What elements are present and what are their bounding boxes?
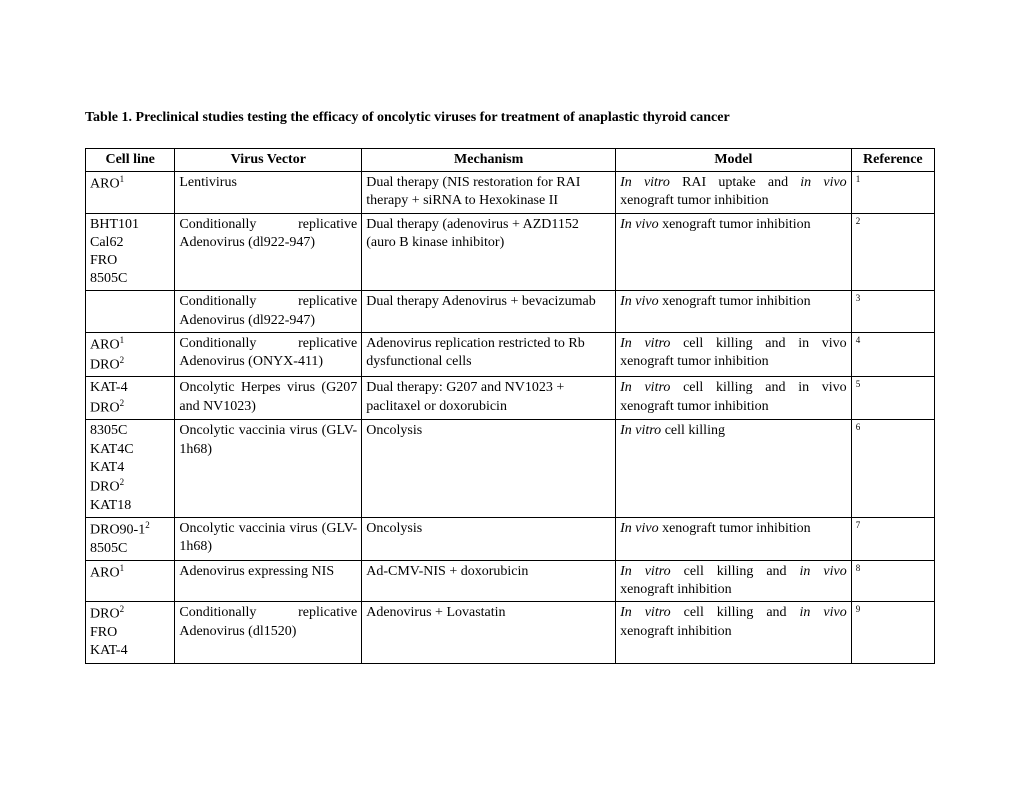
virus-vector: Conditionally replicative Adenovirus (dl… <box>175 291 362 332</box>
header-reference: Reference <box>851 149 934 172</box>
model: In vitro cell killing and in vivo xenogr… <box>616 332 852 377</box>
cell-line: ARO1DRO2 <box>86 332 175 377</box>
virus-vector: Oncolytic Herpes virus (G207 and NV1023) <box>175 377 362 420</box>
reference: 7 <box>851 518 934 561</box>
model: In vitro cell killing and in vivo xenogr… <box>616 602 852 663</box>
header-mechanism: Mechanism <box>362 149 616 172</box>
table-row: ARO1Adenovirus expressing NISAd-CMV-NIS … <box>86 561 935 602</box>
reference: 5 <box>851 377 934 420</box>
table-row: BHT101Cal62FRO8505CConditionally replica… <box>86 213 935 291</box>
table-row: KAT-4DRO2Oncolytic Herpes virus (G207 an… <box>86 377 935 420</box>
mechanism: Ad-CMV-NIS + doxorubicin <box>362 561 616 602</box>
mechanism: Dual therapy (adenovirus + AZD1152 (auro… <box>362 213 616 291</box>
cell-line: ARO1 <box>86 172 175 213</box>
cell-line: 8305CKAT4CKAT4DRO2KAT18 <box>86 420 175 518</box>
model: In vivo xenograft tumor inhibition <box>616 213 852 291</box>
mechanism: Adenovirus replication restricted to Rb … <box>362 332 616 377</box>
reference: 6 <box>851 420 934 518</box>
cell-line: BHT101Cal62FRO8505C <box>86 213 175 291</box>
reference: 8 <box>851 561 934 602</box>
model: In vitro RAI uptake and in vivo xenograf… <box>616 172 852 213</box>
table-header-row: Cell line Virus Vector Mechanism Model R… <box>86 149 935 172</box>
model: In vitro cell killing <box>616 420 852 518</box>
cell-line: KAT-4DRO2 <box>86 377 175 420</box>
mechanism: Dual therapy: G207 and NV1023 + paclitax… <box>362 377 616 420</box>
virus-vector: Conditionally replicative Adenovirus (ON… <box>175 332 362 377</box>
reference: 1 <box>851 172 934 213</box>
cell-line: DRO2FROKAT-4 <box>86 602 175 663</box>
table-row: ARO1LentivirusDual therapy (NIS restorat… <box>86 172 935 213</box>
mechanism: Adenovirus + Lovastatin <box>362 602 616 663</box>
virus-vector: Adenovirus expressing NIS <box>175 561 362 602</box>
header-cell-line: Cell line <box>86 149 175 172</box>
cell-line: ARO1 <box>86 561 175 602</box>
table-row: ARO1DRO2Conditionally replicative Adenov… <box>86 332 935 377</box>
studies-table: Cell line Virus Vector Mechanism Model R… <box>85 148 935 664</box>
reference: 4 <box>851 332 934 377</box>
table-row: DRO2FROKAT-4Conditionally replicative Ad… <box>86 602 935 663</box>
cell-line <box>86 291 175 332</box>
virus-vector: Conditionally replicative Adenovirus (dl… <box>175 213 362 291</box>
table-title: Table 1. Preclinical studies testing the… <box>85 110 935 126</box>
table-row: 8305CKAT4CKAT4DRO2KAT18Oncolytic vaccini… <box>86 420 935 518</box>
model: In vitro cell killing and in vivo xenogr… <box>616 561 852 602</box>
reference: 2 <box>851 213 934 291</box>
reference: 3 <box>851 291 934 332</box>
mechanism: Oncolysis <box>362 420 616 518</box>
table-row: Conditionally replicative Adenovirus (dl… <box>86 291 935 332</box>
mechanism: Dual therapy (NIS restoration for RAI th… <box>362 172 616 213</box>
virus-vector: Conditionally replicative Adenovirus (dl… <box>175 602 362 663</box>
virus-vector: Oncolytic vaccinia virus (GLV-1h68) <box>175 518 362 561</box>
header-model: Model <box>616 149 852 172</box>
table-row: DRO90-128505COncolytic vaccinia virus (G… <box>86 518 935 561</box>
model: In vitro cell killing and in vivo xenogr… <box>616 377 852 420</box>
header-virus-vector: Virus Vector <box>175 149 362 172</box>
reference: 9 <box>851 602 934 663</box>
mechanism: Oncolysis <box>362 518 616 561</box>
virus-vector: Lentivirus <box>175 172 362 213</box>
mechanism: Dual therapy Adenovirus + bevacizumab <box>362 291 616 332</box>
cell-line: DRO90-128505C <box>86 518 175 561</box>
virus-vector: Oncolytic vaccinia virus (GLV-1h68) <box>175 420 362 518</box>
model: In vivo xenograft tumor inhibition <box>616 291 852 332</box>
model: In vivo xenograft tumor inhibition <box>616 518 852 561</box>
